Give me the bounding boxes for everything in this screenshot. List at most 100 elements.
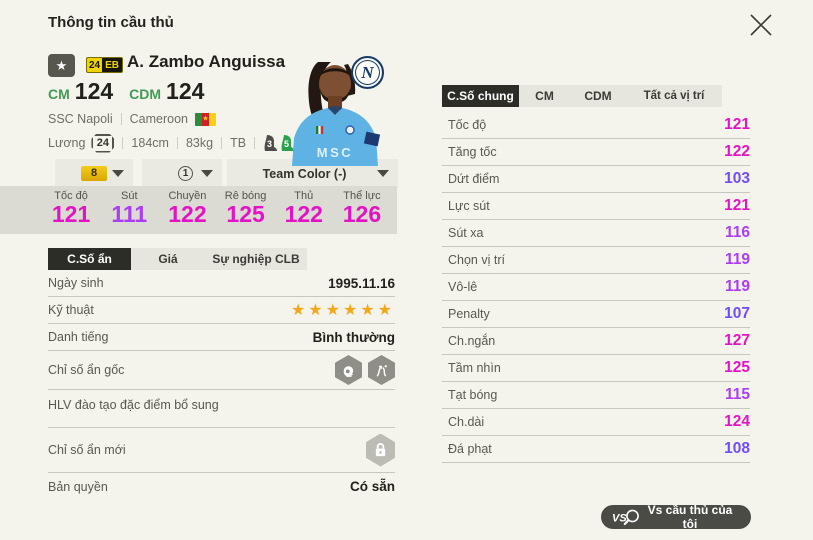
- attribute-label: Chọn vị trí: [448, 253, 505, 267]
- attribute-value: 125: [724, 359, 750, 376]
- vs-search-icon: VS: [611, 508, 641, 526]
- summary-stat-value: 122: [284, 201, 323, 227]
- star-badge-icon[interactable]: [48, 54, 75, 77]
- position-ratings: CM 124 CDM 124: [48, 80, 204, 108]
- card-upgrade-dropdown[interactable]: 8: [55, 159, 133, 188]
- hidden-trait-icons: [335, 355, 395, 385]
- lock-icon: [366, 433, 395, 467]
- summary-stat: Rê bóng 125: [217, 190, 275, 234]
- summary-stat: Chuyền 122: [158, 190, 216, 234]
- summary-stat-label: Chuyền: [168, 190, 207, 202]
- attribute-row: Sút xa 116: [442, 220, 750, 247]
- season-badge: 24 EB: [86, 57, 124, 73]
- page-title: Thông tin cầu thủ: [48, 14, 174, 31]
- attribute-row: Vô-lê 119: [442, 274, 750, 301]
- attribute-row: Tốc độ 121: [442, 112, 750, 139]
- row-hidden-original: Chỉ số ẩn gốc: [48, 351, 395, 390]
- attribute-value: 121: [724, 197, 750, 214]
- position-label: CM: [48, 86, 70, 102]
- summary-stat-value: 126: [342, 201, 382, 227]
- summary-stat: Tốc độ 121: [42, 190, 100, 234]
- tab-all-positions[interactable]: Tất cả vị trí: [626, 85, 722, 107]
- row-hidden-new: Chỉ số ẩn mới: [48, 428, 395, 473]
- attribute-value: 108: [724, 440, 750, 457]
- attribute-label: Đá phạt: [448, 442, 492, 456]
- foot-skill-badges: 3 5: [263, 134, 295, 152]
- summary-stat-value: 125: [226, 201, 265, 227]
- attribute-label: Sút xa: [448, 226, 484, 240]
- salary-badge: 24: [91, 133, 115, 153]
- trait-head-icon: [335, 355, 362, 385]
- upgrade-level-chip: 8: [81, 166, 107, 181]
- nation-name: Cameroon: [129, 112, 188, 126]
- tab-cdm-stats[interactable]: CDM: [570, 85, 626, 107]
- attribute-value: 107: [724, 305, 750, 322]
- attribute-row: Đá phạt 108: [442, 436, 750, 463]
- tab-club-career[interactable]: Sự nghiệp CLB: [205, 248, 307, 270]
- attribute-row: Tăng tốc 122: [442, 139, 750, 166]
- row-skill-moves: Kỹ thuật ★★★★★★: [48, 297, 395, 324]
- player-height: 184cm: [131, 136, 169, 150]
- grade-chip: 1: [178, 166, 193, 181]
- attribute-value: 124: [724, 413, 750, 430]
- summary-stat-value: 121: [51, 201, 91, 227]
- player-name: A. Zambo Anguissa: [127, 52, 286, 71]
- position-rating: 124: [166, 78, 205, 104]
- close-button[interactable]: [744, 8, 778, 42]
- attribute-row: Penalty 107: [442, 301, 750, 328]
- attribute-label: Tăng tốc: [448, 145, 497, 159]
- weak-foot-boot-icon: 3: [263, 134, 278, 152]
- vs-my-player-button[interactable]: VS Vs cầu thủ của tôi: [601, 503, 751, 531]
- season-badge-code: EB: [105, 59, 120, 71]
- summary-stat-value: 111: [111, 201, 148, 227]
- attribute-row: Tạt bóng 115: [442, 382, 750, 409]
- cameroon-flag-icon: [195, 112, 216, 126]
- attribute-value: 119: [724, 278, 750, 295]
- star-rating: ★★★★★★: [290, 302, 395, 319]
- attribute-row: Lực sút 121: [442, 193, 750, 220]
- trait-dribble-icon: [368, 355, 395, 385]
- attribute-value: 116: [724, 224, 750, 241]
- attribute-label: Dứt điểm: [448, 172, 500, 186]
- attribute-label: Vô-lê: [448, 280, 478, 294]
- position-rating: 124: [74, 78, 114, 104]
- tab-hidden-stats[interactable]: C.Số ẩn: [48, 248, 131, 270]
- salary-label: Lương: [48, 136, 86, 150]
- tab-price[interactable]: Giá: [131, 248, 205, 270]
- summary-stat-label: Thủ: [294, 190, 314, 202]
- row-license: Bản quyền Có sẵn: [48, 479, 395, 494]
- summary-stat: Thủ 122: [275, 190, 333, 234]
- close-icon: [750, 14, 772, 36]
- row-birthdate: Ngày sinh 1995.11.16: [48, 270, 395, 297]
- row-coach-training: HLV đào tạo đặc điểm bổ sung: [48, 390, 395, 428]
- summary-stat-label: Thể lực: [343, 190, 381, 202]
- divider: [122, 137, 124, 149]
- club-name: SSC Napoli: [48, 112, 113, 126]
- summary-stat-label: Tốc độ: [54, 190, 88, 202]
- divider: [120, 113, 122, 125]
- attribute-label: Lực sút: [448, 199, 490, 213]
- divider: [221, 137, 223, 149]
- summary-stats-bar: Tốc độ 121 Sút 111 Chuyền 122 Rê bóng 12…: [0, 186, 397, 234]
- license-value: Có sẵn: [349, 479, 395, 494]
- position-label: CDM: [129, 86, 162, 102]
- attribute-row: Dứt điểm 103: [442, 166, 750, 193]
- attribute-value: 121: [724, 116, 750, 133]
- tab-cm-stats[interactable]: CM: [519, 85, 570, 107]
- chevron-down-icon: [377, 170, 389, 177]
- summary-stat: Thể lực 126: [333, 190, 391, 234]
- divider: [254, 137, 256, 149]
- napoli-club-logo: N: [351, 56, 384, 89]
- attribute-row: Tầm nhìn 125: [442, 355, 750, 382]
- summary-stat: Sút 111: [100, 190, 158, 234]
- preferred-foot: TB: [230, 136, 247, 150]
- reputation-value: Bình thường: [312, 329, 395, 345]
- tab-general-stats[interactable]: C.Số chung: [442, 85, 519, 107]
- grade-dropdown[interactable]: 1: [142, 159, 222, 188]
- attribute-label: Tốc độ: [448, 118, 487, 132]
- attribute-label: Ch.dài: [448, 415, 485, 429]
- stat-scope-tabs: C.Số chung CM CDM Tất cả vị trí: [442, 85, 722, 107]
- detail-rows: Ngày sinh 1995.11.16 Kỹ thuật ★★★★★★ Dan…: [48, 270, 395, 500]
- attribute-list: Tốc độ 121 Tăng tốc 122 Dứt điểm 103 Lực…: [442, 112, 750, 463]
